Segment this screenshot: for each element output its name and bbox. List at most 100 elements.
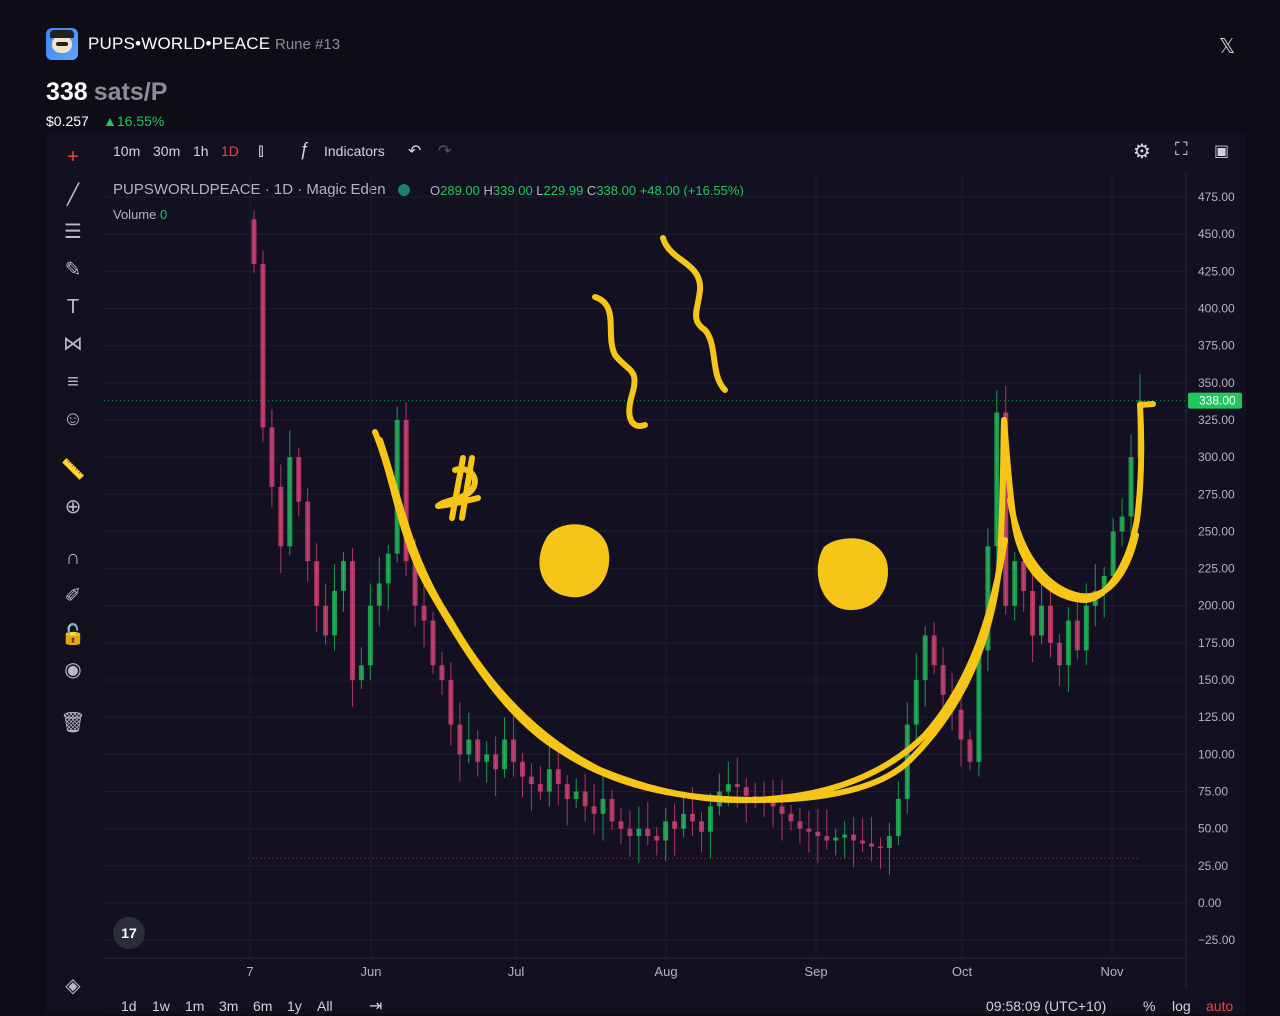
text-icon[interactable]: T bbox=[66, 296, 80, 318]
range-1y[interactable]: 1y bbox=[287, 998, 302, 1014]
symbol-legend[interactable]: PUPSWORLDPEACE · 1D · Magic Eden bbox=[113, 181, 386, 198]
volume-label: Volume bbox=[113, 207, 157, 222]
auto-toggle[interactable]: auto bbox=[1206, 998, 1234, 1014]
candle-body bbox=[869, 843, 875, 847]
candle-body bbox=[1056, 642, 1062, 666]
range-all[interactable]: All bbox=[317, 998, 333, 1014]
y-tick-label: 400.00 bbox=[1198, 301, 1235, 315]
candle-body bbox=[448, 680, 454, 725]
interval-1d[interactable]: 1D bbox=[221, 143, 239, 159]
trash-icon[interactable]: 🗑 bbox=[60, 712, 86, 734]
candle-body bbox=[940, 665, 946, 695]
candle-body bbox=[528, 776, 534, 785]
settings-icon[interactable]: ⚙ bbox=[1133, 141, 1151, 163]
candle-body bbox=[743, 787, 749, 796]
goto-date-icon[interactable]: ⇥ bbox=[369, 998, 383, 1015]
x-logo-icon[interactable]: 𝕏 bbox=[1219, 36, 1236, 58]
candle-body bbox=[1030, 590, 1036, 636]
candle-body bbox=[314, 561, 320, 606]
indicators-button[interactable]: Indicators bbox=[324, 143, 385, 159]
candle-body bbox=[340, 561, 346, 591]
candle-body bbox=[770, 801, 776, 807]
candle-type-icon[interactable]: ⫾ bbox=[258, 140, 264, 160]
layers-icon[interactable]: ◈ bbox=[65, 975, 81, 997]
candle-body bbox=[1119, 516, 1125, 532]
candle-body bbox=[725, 784, 731, 792]
candle-body bbox=[484, 754, 490, 762]
forecast-icon[interactable]: ≡ bbox=[67, 371, 79, 393]
candle-body bbox=[976, 650, 982, 762]
indicators-icon[interactable]: ƒ bbox=[299, 139, 310, 159]
ruler-icon[interactable]: 📏 bbox=[60, 459, 86, 481]
rune-number: Rune #13 bbox=[275, 36, 341, 53]
y-tick-label: 175.00 bbox=[1198, 636, 1235, 650]
candle-body bbox=[913, 680, 919, 725]
tradingview-logo[interactable]: 17 bbox=[113, 917, 145, 949]
candle-body bbox=[1101, 576, 1107, 591]
close-label: C bbox=[586, 183, 597, 198]
candle-body bbox=[493, 754, 499, 770]
eye-icon[interactable]: ◉ bbox=[64, 659, 82, 681]
y-tick-label: 125.00 bbox=[1198, 710, 1235, 724]
crosshair-icon[interactable]: + bbox=[67, 146, 79, 168]
candle-body bbox=[734, 784, 740, 788]
y-tick-label: 25.00 bbox=[1198, 859, 1228, 873]
redo-icon[interactable]: ↷ bbox=[438, 143, 452, 160]
candle-body bbox=[860, 840, 866, 844]
range-1m[interactable]: 1m bbox=[185, 998, 205, 1014]
candle-body bbox=[439, 665, 445, 681]
y-tick-label: 250.00 bbox=[1198, 524, 1235, 538]
x-tick-label: Jul bbox=[508, 964, 525, 979]
clock-time[interactable]: 09:58:09 (UTC+10) bbox=[986, 998, 1107, 1014]
log-toggle[interactable]: log bbox=[1172, 998, 1191, 1014]
magnet-icon[interactable]: ∩ bbox=[65, 547, 81, 569]
lock-icon[interactable]: 🔓 bbox=[60, 624, 86, 646]
candle-body bbox=[466, 739, 472, 755]
interval-30m[interactable]: 30m bbox=[153, 143, 181, 159]
candle-body bbox=[824, 836, 830, 841]
token-logo bbox=[46, 28, 78, 60]
camera-icon[interactable]: ▣ bbox=[1214, 143, 1230, 160]
candle-body bbox=[600, 798, 606, 814]
lock-draw-icon[interactable]: ✐ bbox=[64, 585, 82, 607]
undo-icon[interactable]: ↶ bbox=[408, 143, 422, 160]
candle-body bbox=[260, 263, 266, 428]
y-tick-label: 100.00 bbox=[1198, 747, 1235, 761]
range-1w[interactable]: 1w bbox=[152, 998, 170, 1014]
candle-body bbox=[546, 769, 552, 792]
candle-body bbox=[698, 821, 704, 832]
x-tick-label: Aug bbox=[654, 964, 677, 979]
candle-body bbox=[519, 761, 525, 777]
candle-body bbox=[305, 501, 311, 562]
price-unit: sats/P bbox=[93, 78, 168, 106]
brush-icon[interactable]: ✎ bbox=[64, 259, 82, 281]
percent-toggle[interactable]: % bbox=[1143, 998, 1156, 1014]
zoom-in-icon[interactable]: ⊕ bbox=[64, 496, 82, 518]
trendline-icon[interactable]: ╱ bbox=[66, 184, 80, 206]
candle-body bbox=[1065, 620, 1071, 666]
fib-icon[interactable]: ☰ bbox=[64, 221, 82, 243]
candle-body bbox=[627, 828, 633, 837]
annotation-smile-right-inner bbox=[1007, 497, 1139, 600]
range-3m[interactable]: 3m bbox=[219, 998, 239, 1014]
interval-10m[interactable]: 10m bbox=[113, 143, 141, 159]
annotation-bitcoin-sign bbox=[435, 455, 481, 521]
candle-body bbox=[985, 546, 991, 651]
candle-body bbox=[332, 590, 338, 636]
candle-body bbox=[690, 813, 696, 822]
candle-body bbox=[1039, 605, 1045, 636]
candle-body bbox=[931, 635, 937, 666]
price: 338 sats/P bbox=[46, 78, 167, 107]
y-tick-label: 450.00 bbox=[1198, 227, 1235, 241]
fullscreen-icon[interactable]: ⛶ bbox=[1175, 139, 1188, 159]
price-change: ▲16.55% bbox=[103, 113, 165, 129]
drawing-toolbar bbox=[46, 133, 104, 1014]
candle-body bbox=[779, 806, 785, 814]
interval-1h[interactable]: 1h bbox=[193, 143, 209, 159]
candle-body bbox=[296, 457, 302, 502]
pattern-icon[interactable]: ⋈ bbox=[63, 333, 83, 355]
range-6m[interactable]: 6m bbox=[253, 998, 273, 1014]
emoji-icon[interactable]: ☺ bbox=[62, 408, 84, 430]
range-1d[interactable]: 1d bbox=[121, 998, 137, 1014]
